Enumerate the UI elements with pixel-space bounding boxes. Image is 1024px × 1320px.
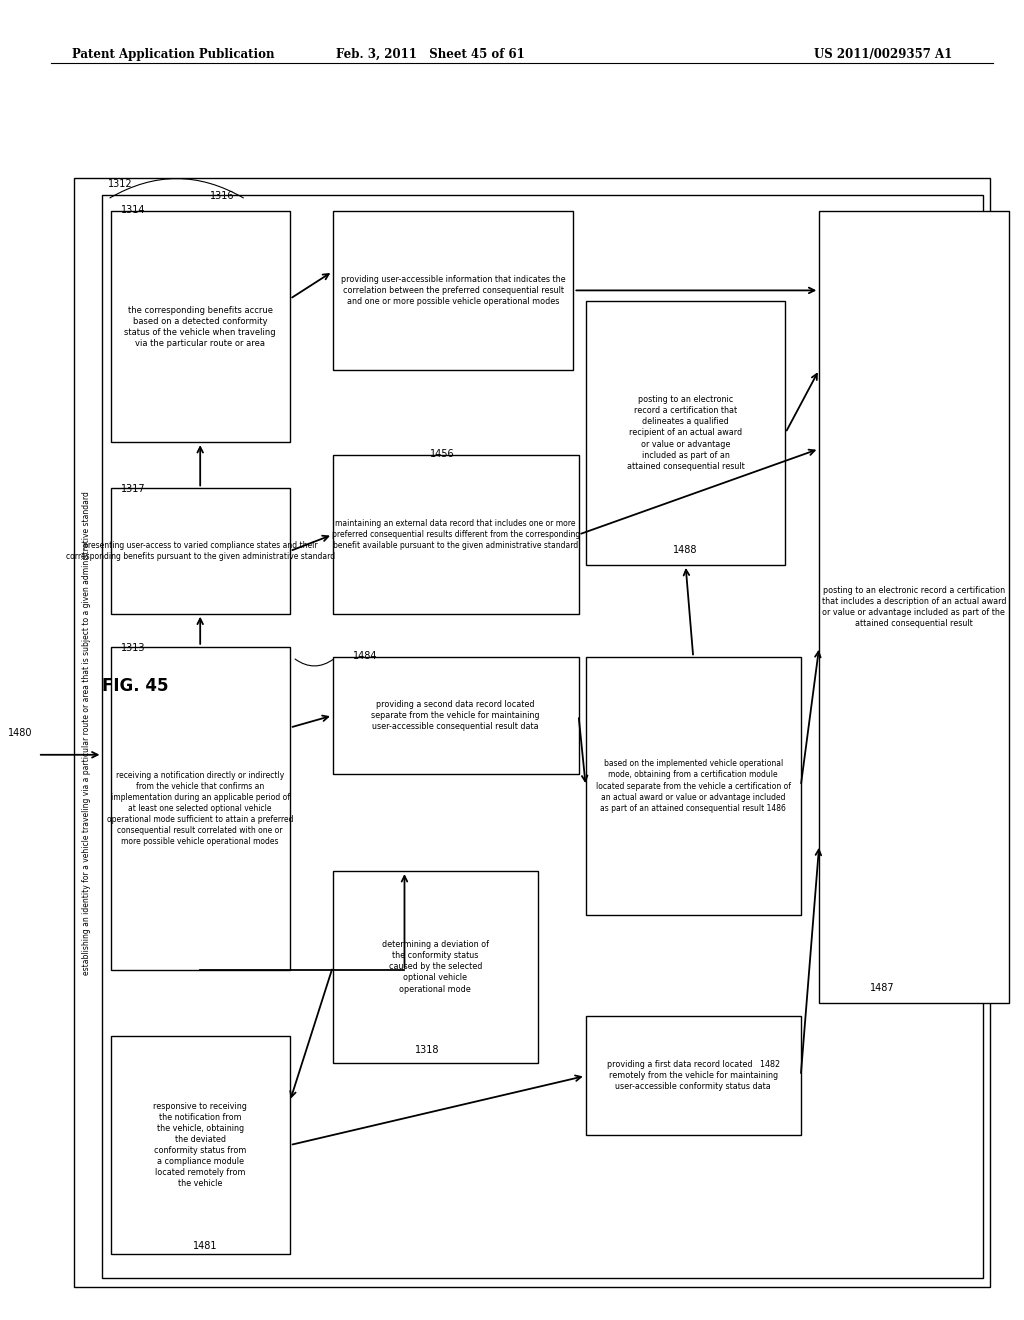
- Bar: [333, 211, 573, 370]
- Text: 1481: 1481: [193, 1241, 217, 1251]
- Text: 1318: 1318: [415, 1045, 439, 1056]
- Text: 1317: 1317: [121, 484, 145, 495]
- Text: FIG. 45: FIG. 45: [102, 677, 169, 696]
- Text: establishing an identity for a vehicle traveling via a particular route or area : establishing an identity for a vehicle t…: [82, 491, 90, 974]
- Text: US 2011/0029357 A1: US 2011/0029357 A1: [814, 48, 952, 61]
- Bar: [111, 1036, 290, 1254]
- Bar: [586, 1016, 801, 1135]
- Text: responsive to receiving
the notification from
the vehicle, obtaining
the deviate: responsive to receiving the notification…: [154, 1102, 247, 1188]
- Text: the corresponding benefits accrue
based on a detected conformity
status of the v: the corresponding benefits accrue based …: [124, 305, 276, 348]
- Text: based on the implemented vehicle operational
mode, obtaining from a certificatio: based on the implemented vehicle operati…: [596, 759, 791, 813]
- Text: Feb. 3, 2011   Sheet 45 of 61: Feb. 3, 2011 Sheet 45 of 61: [336, 48, 524, 61]
- Text: maintaining an external data record that includes one or more
preferred conseque: maintaining an external data record that…: [332, 519, 580, 550]
- Text: Patent Application Publication: Patent Application Publication: [72, 48, 274, 61]
- Text: 1313: 1313: [121, 643, 145, 653]
- Bar: [819, 211, 1009, 1003]
- Text: posting to an electronic
record a certification that
delineates a qualified
reci: posting to an electronic record a certif…: [627, 395, 744, 471]
- Text: presenting user-access to varied compliance states and their
corresponding benef: presenting user-access to varied complia…: [66, 541, 335, 561]
- Text: 1316: 1316: [210, 191, 234, 202]
- Text: 1488: 1488: [673, 545, 697, 556]
- Bar: [111, 488, 290, 614]
- Text: 1480: 1480: [8, 727, 33, 738]
- Bar: [102, 195, 983, 1278]
- Bar: [333, 871, 538, 1063]
- Text: providing user-accessible information that indicates the
correlation between the: providing user-accessible information th…: [341, 275, 565, 306]
- Bar: [586, 301, 785, 565]
- Text: 1314: 1314: [121, 205, 145, 215]
- Text: receiving a notification directly or indirectly
from the vehicle that confirms a: receiving a notification directly or ind…: [106, 771, 294, 846]
- Text: 1484: 1484: [353, 651, 378, 661]
- Text: 1456: 1456: [430, 449, 455, 459]
- Bar: [111, 211, 290, 442]
- Text: providing a first data record located   1482
remotely from the vehicle for maint: providing a first data record located 14…: [606, 1060, 780, 1092]
- Bar: [333, 455, 579, 614]
- Bar: [111, 647, 290, 970]
- Text: providing a second data record located
separate from the vehicle for maintaining: providing a second data record located s…: [372, 700, 540, 731]
- Text: determining a deviation of
the conformity status
caused by the selected
optional: determining a deviation of the conformit…: [382, 940, 488, 994]
- Bar: [74, 178, 990, 1287]
- Bar: [333, 657, 579, 774]
- Bar: [586, 657, 801, 915]
- Text: 1487: 1487: [870, 983, 895, 994]
- Text: 1312: 1312: [108, 178, 132, 189]
- Text: posting to an electronic record a certification
that includes a description of a: posting to an electronic record a certif…: [821, 586, 1007, 628]
